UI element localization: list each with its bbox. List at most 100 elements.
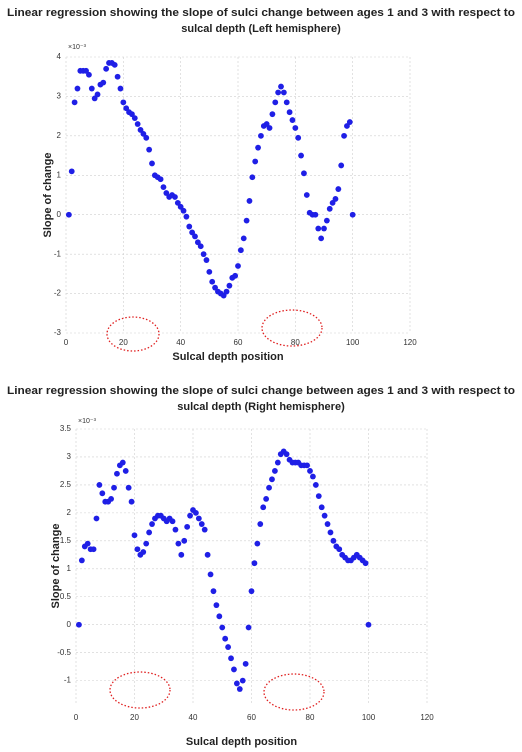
data-point	[117, 85, 124, 92]
highlight-ellipse	[261, 309, 323, 347]
data-point	[254, 540, 261, 547]
data-point	[201, 526, 208, 533]
y-tick-label: -3	[54, 328, 62, 337]
data-point	[213, 602, 220, 609]
x-axis-label: Sulcal depth position	[186, 736, 298, 748]
data-point	[341, 132, 347, 139]
data-point	[96, 482, 103, 488]
data-point	[192, 233, 198, 240]
data-point	[100, 79, 107, 86]
data-point	[131, 532, 138, 539]
data-point	[251, 560, 258, 567]
data-point	[236, 686, 243, 692]
chart-title: Linear regression showing the slope of s…	[7, 7, 515, 19]
data-point	[209, 278, 216, 285]
data-point	[266, 125, 273, 131]
data-point	[295, 134, 302, 141]
data-point	[184, 523, 191, 530]
data-point	[146, 529, 153, 536]
data-point	[327, 529, 334, 536]
data-point	[76, 621, 82, 628]
data-point	[324, 521, 331, 527]
data-point	[272, 468, 278, 474]
data-point	[321, 225, 327, 232]
y-tick-label: -1	[54, 249, 62, 258]
data-point	[200, 251, 207, 258]
data-point	[122, 468, 129, 474]
x-tick-label: 100	[346, 338, 360, 347]
data-point	[181, 537, 188, 544]
data-point	[266, 484, 272, 491]
y-tick-label: -2	[54, 289, 62, 298]
data-point	[336, 546, 343, 553]
data-point	[312, 211, 319, 218]
data-point	[278, 83, 284, 90]
data-point	[269, 476, 275, 483]
data-point	[207, 571, 214, 578]
data-point	[362, 560, 369, 567]
data-point	[134, 121, 141, 127]
y-multiplier: ×10⁻³	[78, 418, 97, 425]
data-point	[210, 588, 217, 595]
data-point	[280, 89, 287, 96]
y-tick-label: 1	[57, 170, 62, 179]
data-point	[143, 134, 150, 141]
data-point	[315, 225, 322, 232]
data-point	[301, 170, 307, 177]
data-point	[237, 247, 244, 254]
y-tick-label: -0.5	[57, 648, 71, 657]
data-point	[223, 288, 230, 295]
data-point	[197, 243, 204, 250]
data-point	[233, 680, 240, 687]
data-point	[312, 482, 319, 488]
data-point	[68, 168, 75, 175]
data-point	[183, 213, 190, 220]
data-point	[292, 125, 299, 131]
x-tick-label: 60	[234, 338, 243, 347]
data-point	[315, 493, 322, 500]
data-point	[178, 551, 185, 558]
data-point	[93, 515, 100, 522]
y-tick-label: 0.5	[60, 592, 72, 601]
data-point	[349, 211, 356, 218]
x-tick-label: 0	[64, 338, 69, 347]
data-point	[195, 515, 202, 522]
y-tick-label: 2	[67, 508, 72, 517]
data-point	[318, 235, 325, 242]
x-tick-label: 40	[189, 713, 198, 722]
data-point	[193, 509, 199, 516]
data-point	[235, 263, 241, 269]
chart-title: Linear regression showing the slope of s…	[7, 385, 515, 397]
highlight-ellipse	[109, 671, 171, 709]
data-point	[307, 468, 313, 474]
data-point	[248, 588, 255, 595]
data-point	[231, 666, 237, 673]
data-point	[198, 521, 205, 527]
data-point	[335, 186, 342, 192]
x-tick-label: 80	[306, 713, 315, 722]
highlight-ellipse	[106, 316, 160, 352]
y-axis-label: Slope of change	[50, 524, 62, 609]
data-point	[131, 115, 138, 122]
data-point	[245, 624, 252, 631]
data-point	[143, 540, 150, 547]
data-point	[172, 194, 178, 200]
y-axis-label: Slope of change	[42, 153, 54, 238]
data-point	[119, 459, 126, 466]
data-point	[203, 257, 210, 263]
data-point	[304, 462, 310, 469]
data-point	[84, 540, 91, 547]
data-point	[239, 677, 246, 684]
data-point	[330, 537, 337, 544]
data-point	[219, 624, 226, 631]
y-tick-label: -1	[64, 676, 72, 685]
data-point	[289, 117, 296, 123]
data-point	[286, 109, 293, 116]
data-point	[258, 132, 264, 139]
data-point	[65, 211, 72, 218]
data-point	[242, 660, 249, 667]
y-tick-label: 1	[67, 564, 72, 573]
data-point	[74, 85, 81, 92]
highlight-ellipse	[263, 673, 325, 711]
data-point	[232, 272, 239, 279]
